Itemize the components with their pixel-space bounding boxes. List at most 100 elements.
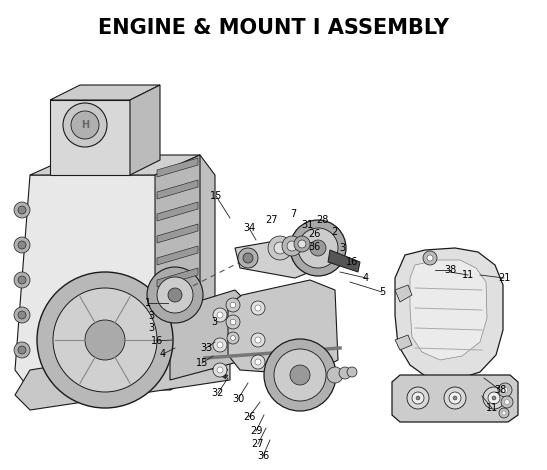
Text: 3: 3	[148, 311, 154, 321]
Circle shape	[251, 355, 265, 369]
Circle shape	[274, 349, 326, 401]
Circle shape	[427, 255, 433, 261]
Polygon shape	[50, 85, 160, 100]
Circle shape	[14, 237, 30, 253]
Circle shape	[298, 240, 306, 248]
Text: 15: 15	[196, 358, 208, 368]
Circle shape	[18, 241, 26, 249]
Circle shape	[213, 308, 227, 322]
Circle shape	[498, 383, 512, 397]
Circle shape	[255, 359, 261, 365]
Circle shape	[416, 396, 420, 400]
Circle shape	[53, 288, 157, 392]
Polygon shape	[157, 224, 198, 243]
Text: 3: 3	[211, 317, 217, 327]
Circle shape	[502, 387, 508, 393]
Text: 27: 27	[266, 215, 278, 225]
Polygon shape	[392, 375, 518, 422]
Circle shape	[85, 320, 125, 360]
Polygon shape	[328, 250, 360, 272]
Circle shape	[290, 365, 310, 385]
Text: 38: 38	[444, 265, 456, 275]
Circle shape	[63, 103, 107, 147]
Circle shape	[226, 298, 240, 312]
Text: 31: 31	[301, 220, 313, 230]
Text: 36: 36	[308, 242, 320, 252]
Polygon shape	[15, 175, 170, 390]
Circle shape	[268, 236, 292, 260]
Circle shape	[18, 346, 26, 354]
Circle shape	[282, 236, 302, 256]
Polygon shape	[130, 85, 160, 175]
Circle shape	[217, 342, 223, 348]
Circle shape	[14, 307, 30, 323]
Polygon shape	[228, 280, 338, 375]
Polygon shape	[157, 158, 198, 177]
Text: 4: 4	[160, 349, 166, 359]
Polygon shape	[157, 180, 198, 199]
Circle shape	[157, 277, 193, 313]
Text: 26: 26	[243, 412, 255, 422]
Text: H: H	[81, 120, 89, 130]
Circle shape	[347, 367, 357, 377]
Text: 7: 7	[290, 209, 296, 219]
Polygon shape	[157, 268, 198, 287]
Polygon shape	[155, 155, 215, 390]
Circle shape	[255, 305, 261, 311]
Circle shape	[230, 302, 236, 308]
Circle shape	[287, 241, 297, 251]
Circle shape	[71, 111, 99, 139]
Circle shape	[290, 220, 346, 276]
Text: 11: 11	[486, 403, 498, 413]
Circle shape	[499, 408, 509, 418]
Text: 26: 26	[308, 229, 320, 239]
Text: 1: 1	[145, 298, 151, 308]
Text: 33: 33	[200, 343, 212, 353]
Circle shape	[230, 319, 236, 325]
Polygon shape	[157, 202, 198, 221]
Circle shape	[18, 311, 26, 319]
Circle shape	[231, 336, 235, 340]
Circle shape	[217, 312, 223, 318]
Circle shape	[504, 400, 509, 404]
Text: 36: 36	[257, 451, 269, 461]
Circle shape	[217, 367, 223, 373]
Text: 16: 16	[151, 336, 163, 346]
Circle shape	[264, 339, 336, 411]
Text: 16: 16	[346, 257, 358, 267]
Circle shape	[449, 392, 461, 404]
Circle shape	[444, 387, 466, 409]
Circle shape	[407, 387, 429, 409]
Text: 15: 15	[210, 191, 222, 201]
Polygon shape	[50, 100, 130, 175]
Circle shape	[310, 240, 326, 256]
Circle shape	[492, 396, 496, 400]
Polygon shape	[395, 248, 503, 380]
Circle shape	[18, 276, 26, 284]
Circle shape	[213, 338, 227, 352]
Circle shape	[213, 363, 227, 377]
Circle shape	[168, 288, 182, 302]
Polygon shape	[395, 285, 412, 302]
Text: 21: 21	[498, 273, 510, 283]
Polygon shape	[157, 246, 198, 265]
Text: 27: 27	[252, 439, 264, 449]
Text: 30: 30	[232, 394, 244, 404]
Polygon shape	[395, 335, 412, 350]
Circle shape	[453, 396, 457, 400]
Polygon shape	[155, 155, 200, 320]
Text: 29: 29	[250, 426, 262, 436]
Circle shape	[502, 411, 506, 415]
Circle shape	[14, 202, 30, 218]
Polygon shape	[410, 260, 487, 360]
Polygon shape	[235, 235, 325, 278]
Circle shape	[37, 272, 173, 408]
Circle shape	[251, 333, 265, 347]
Text: 28: 28	[316, 215, 328, 225]
Text: 32: 32	[212, 388, 224, 398]
Circle shape	[14, 272, 30, 288]
Circle shape	[501, 396, 513, 408]
Text: 3: 3	[148, 323, 154, 333]
Circle shape	[14, 342, 30, 358]
Text: 34: 34	[243, 223, 255, 233]
